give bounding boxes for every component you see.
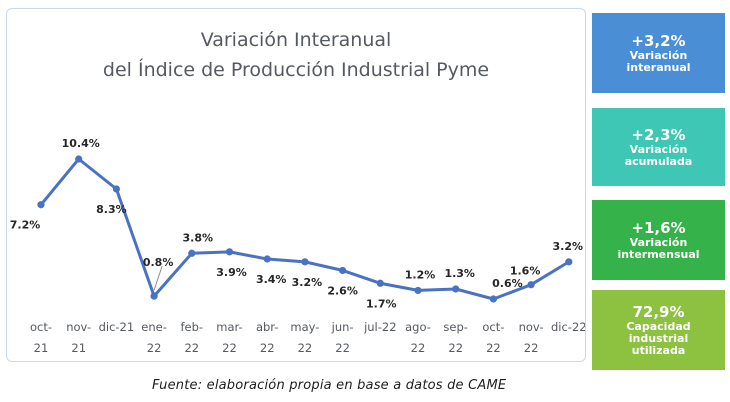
data-label: 7.2% [10, 219, 41, 232]
label-leader-line [153, 265, 163, 291]
data-point [339, 266, 347, 275]
data-point [188, 249, 196, 257]
x-tick-label: dic-22 [551, 320, 585, 334]
kpi-label-line: Capacidad [626, 319, 691, 333]
x-tick-label: ago- [405, 320, 431, 334]
data-point [150, 292, 158, 300]
data-point [37, 201, 45, 209]
x-tick-label: 22 [147, 341, 162, 355]
x-tick-label: nov- [66, 320, 91, 334]
x-tick-label: 22 [335, 341, 350, 355]
kpi-label-line: Variación [629, 235, 688, 249]
data-point [527, 281, 535, 289]
x-tick-label: 22 [411, 341, 426, 355]
x-tick-label: 22 [524, 341, 539, 355]
kpi-value: +1,6% [631, 218, 686, 237]
x-tick-label: jun- [331, 320, 354, 334]
kpi-card-variacion-intermensual: +1,6% Variación intermensual [592, 200, 725, 280]
x-tick-label: may- [290, 320, 319, 334]
x-tick-label: 22 [184, 341, 199, 355]
data-point [376, 279, 384, 287]
chart-title-line: Variación Interanual [201, 29, 392, 51]
data-point [301, 258, 309, 266]
kpi-value: 72,9% [632, 302, 685, 321]
data-label: 1.6% [510, 265, 541, 278]
source-note: Fuente: elaboración propia en base a dat… [152, 378, 507, 393]
x-tick-label: dic-21 [99, 320, 135, 334]
data-point [565, 258, 573, 266]
x-tick-label: sep- [443, 320, 468, 334]
data-label: 3.9% [216, 266, 247, 279]
data-label: 3.2% [553, 240, 584, 253]
kpi-card-capacidad-industrial: 72,9% Capacidad industrial utilizada [592, 290, 725, 370]
x-tick-label: 22 [448, 341, 463, 355]
kpi-label-line: Variación [629, 142, 688, 156]
x-tick-label: oct- [30, 320, 52, 334]
line-chart: Variación Interanual del Índice de Produc… [10, 29, 585, 355]
chart-title-line: del Índice de Producción Industrial Pyme [103, 58, 489, 81]
data-label: 2.6% [327, 284, 358, 297]
data-label: 3.2% [292, 276, 323, 289]
data-label: 0.6% [492, 277, 523, 290]
kpi-value: +2,3% [631, 125, 686, 144]
x-tick-label: 22 [260, 341, 275, 355]
x-tick-label: oct- [482, 320, 504, 334]
x-tick-label: 22 [298, 341, 313, 355]
x-tick-label: 21 [71, 341, 86, 355]
data-label: 8.3% [96, 203, 127, 216]
kpi-card-variacion-acumulada: +2,3% Variación acumulada [592, 108, 725, 186]
data-label: 3.4% [256, 273, 287, 286]
data-point [75, 155, 83, 163]
data-point [225, 248, 234, 256]
kpi-label-line: intermensual [617, 247, 700, 261]
chart-panel: Variación Interanual del Índice de Produc… [6, 8, 586, 362]
kpi-label-line: acumulada [624, 154, 693, 168]
data-label: 1.7% [366, 297, 397, 310]
x-tick-label: 22 [222, 341, 237, 355]
x-tick-label: abr- [256, 320, 279, 334]
data-point [452, 285, 460, 293]
kpi-label-line: Variación [629, 48, 688, 62]
x-tick-label: ene- [141, 320, 167, 334]
kpi-label-line: interanual [626, 60, 691, 74]
x-tick-label: nov- [519, 320, 544, 334]
kpi-label-line: industrial [628, 331, 689, 345]
data-label: 10.4% [62, 137, 100, 150]
kpi-card-variacion-interanual: +3,2% Variación interanual [592, 13, 725, 93]
data-label: 1.2% [405, 268, 436, 281]
x-tick-label: 21 [34, 341, 49, 355]
data-point [489, 295, 497, 303]
data-label: 3.8% [183, 231, 214, 244]
kpi-value: +3,2% [631, 31, 686, 50]
x-tick-label: mar- [216, 320, 242, 334]
data-label: 0.8% [143, 256, 174, 269]
data-point [263, 255, 271, 263]
data-point [112, 185, 120, 193]
x-tick-label: 22 [486, 341, 501, 355]
kpi-label-line: utilizada [631, 343, 686, 357]
x-tick-label: feb- [181, 320, 204, 334]
x-tick-label: jul-22 [363, 320, 396, 334]
data-label: 1.3% [444, 267, 475, 280]
data-point [414, 286, 422, 295]
